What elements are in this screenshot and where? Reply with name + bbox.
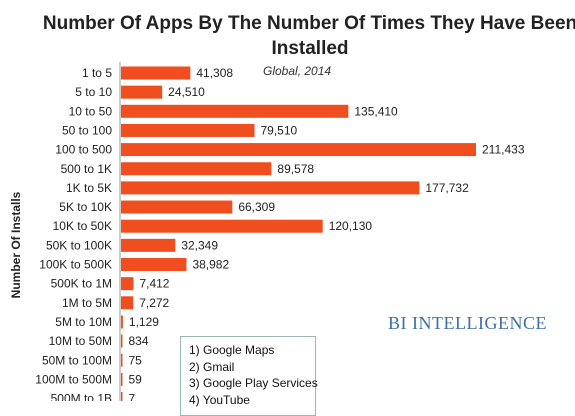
bar: [121, 181, 420, 195]
bar-value-label: 75: [129, 353, 143, 367]
bar-value-label: 177,732: [425, 181, 469, 195]
category-tick-label: 1M to 5M: [62, 296, 112, 310]
bar: [121, 219, 323, 233]
bar: [121, 258, 187, 271]
bar: [121, 66, 191, 80]
bar: [121, 372, 123, 386]
callout-item: 2) Gmail: [189, 359, 235, 374]
category-tick-label: 50K to 100K: [46, 238, 112, 252]
category-tick-label: 500 to 1K: [61, 162, 112, 176]
bar: [121, 315, 123, 329]
category-tick-label: 5K to 10K: [59, 200, 112, 214]
bar-value-label: 41,308: [196, 66, 233, 80]
bar: [121, 296, 134, 310]
category-tick-label: 50M to 100M: [42, 353, 112, 367]
bar-value-label: 38,982: [192, 258, 229, 272]
bar: [121, 238, 176, 252]
category-tick-label: 5 to 10: [75, 85, 112, 99]
category-tick-label: 1 to 5: [82, 66, 112, 80]
callout-item: 3) Google Play Services: [189, 376, 318, 390]
bar: [121, 162, 272, 176]
category-tick-label: 10K to 50K: [53, 219, 112, 233]
bar-value-label: 59: [129, 372, 143, 386]
top-apps-callout: 1) Google Maps 2) Gmail 3) Google Play S…: [180, 336, 318, 416]
bar-value-label: 7,272: [139, 296, 169, 310]
category-tick-label: 500K to 1M: [51, 277, 112, 291]
callout-item: 4) YouTube: [189, 392, 250, 407]
category-tick-label: 100K to 500K: [39, 258, 112, 272]
callout-item: 1) Google Maps: [189, 343, 275, 357]
category-tick-label: 500M to 1B: [51, 392, 112, 401]
bar: [121, 392, 123, 401]
bar-value-label: 211,433: [482, 143, 525, 157]
bar: [121, 200, 233, 214]
bar-value-label: 7: [129, 392, 136, 401]
bar: [121, 353, 123, 367]
bar-value-label: 79,510: [260, 123, 297, 137]
chart-title: Number Of Apps By The Number Of Times Th…: [42, 13, 575, 59]
category-tick-label: 1K to 5K: [66, 181, 112, 195]
chart-subtitle: Global, 2014: [263, 64, 332, 78]
category-tick-label: 5M to 10M: [55, 315, 112, 329]
category-tick-label: 100 to 500: [55, 143, 112, 157]
bar-value-label: 834: [129, 334, 149, 348]
category-tick-label: 100M to 500M: [35, 372, 112, 386]
bar-value-label: 32,349: [181, 238, 218, 252]
bar-value-label: 1,129: [129, 315, 159, 329]
bar-value-label: 7,412: [139, 277, 169, 291]
category-tick-label: 50 to 100: [62, 123, 112, 137]
bar-value-label: 24,510: [168, 85, 205, 99]
bar: [121, 85, 163, 99]
bar: [121, 277, 134, 291]
bar-chart: 1 to 5 41,308 5 to 10 24,510 10 to 50 135,410…: [35, 62, 525, 401]
category-tick-label: 10M to 50M: [49, 334, 112, 348]
bi-intelligence-logo: BI INTELLIGENCE: [388, 313, 547, 333]
bar: [121, 143, 476, 157]
bar: [121, 123, 255, 137]
bar-value-label: 135,410: [354, 104, 398, 118]
category-tick-label: 10 to 50: [69, 104, 113, 118]
bar-value-label: 120,130: [329, 219, 373, 233]
bar: [121, 104, 349, 118]
bar: [121, 334, 123, 348]
bar-value-label: 89,578: [277, 162, 314, 176]
bar-value-label: 66,309: [238, 200, 275, 214]
